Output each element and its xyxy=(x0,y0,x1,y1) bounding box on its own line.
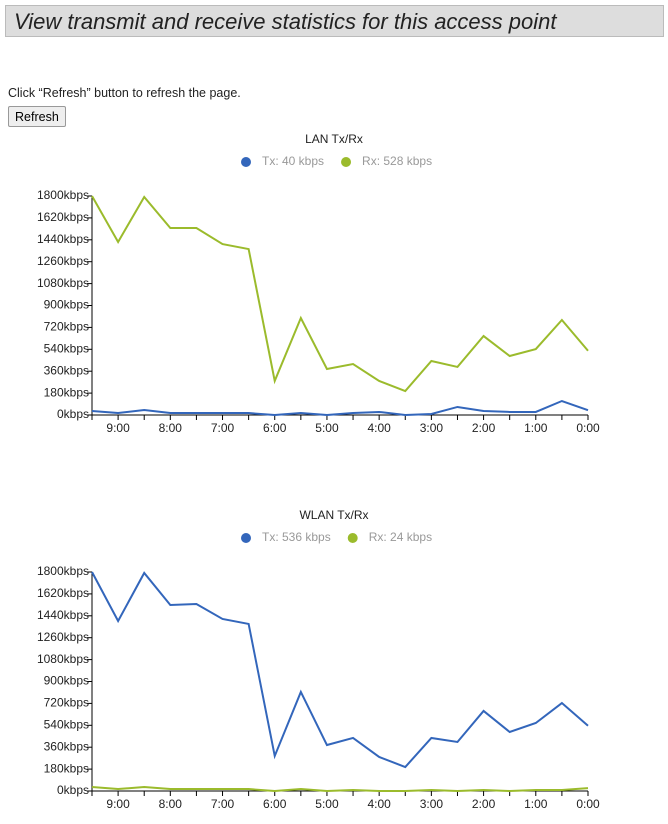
legend-label: Tx: 536 kbps xyxy=(262,530,331,544)
y-tick-label: 720kbps xyxy=(44,320,89,334)
y-tick-label: 1080kbps xyxy=(37,652,89,666)
y-tick-label: 1620kbps xyxy=(37,586,89,600)
y-tick-label: 1260kbps xyxy=(37,254,89,268)
y-tick-label: 0kbps xyxy=(57,783,89,797)
page-header: View transmit and receive statistics for… xyxy=(5,5,664,37)
x-tick-label: 4:00 xyxy=(367,797,391,811)
x-tick-label: 5:00 xyxy=(315,797,339,811)
x-tick-label: 7:00 xyxy=(211,797,235,811)
x-tick-label: 3:00 xyxy=(420,421,444,435)
refresh-button[interactable]: Refresh xyxy=(8,106,66,127)
legend-marker xyxy=(241,157,251,167)
chart: LAN Tx/Rx Tx: 40 kbps Rx: 528 kbps 0kbps 180… xyxy=(37,132,600,435)
y-tick-label: 180kbps xyxy=(44,761,89,775)
data-line xyxy=(91,195,589,393)
x-tick-label: 5:00 xyxy=(315,421,339,435)
chart-title: LAN Tx/Rx xyxy=(305,132,363,146)
legend-marker xyxy=(341,157,352,167)
y-tick-label: 900kbps xyxy=(44,674,89,688)
chart-title: WLAN Tx/Rx xyxy=(299,508,368,522)
x-tick-label: 2:00 xyxy=(472,421,496,435)
data-line xyxy=(91,571,589,769)
y-tick-label: 180kbps xyxy=(44,385,89,399)
x-tick-label: 2:00 xyxy=(472,797,496,811)
x-tick-label: 0:00 xyxy=(576,421,600,435)
y-tick-label: 1800kbps xyxy=(37,564,89,578)
y-tick-label: 1440kbps xyxy=(37,232,89,246)
y-tick-label: 1440kbps xyxy=(37,608,89,622)
data-line xyxy=(91,785,589,793)
x-tick-label: 4:00 xyxy=(367,421,391,435)
y-tick-label: 0kbps xyxy=(57,407,89,421)
y-tick-label: 360kbps xyxy=(44,363,89,377)
instructions: Click “Refresh” button to refresh the pa… xyxy=(8,86,241,100)
legend-label: Rx: 528 kbps xyxy=(362,154,432,168)
y-tick-label: 1800kbps xyxy=(37,188,89,202)
y-tick-label: 360kbps xyxy=(44,739,89,753)
x-tick-label: 7:00 xyxy=(211,421,235,435)
x-tick-label: 9:00 xyxy=(106,421,130,435)
chart: WLAN Tx/Rx Tx: 536 kbps Rx: 24 kbps 0kbps 18… xyxy=(37,508,600,811)
y-tick-label: 1620kbps xyxy=(37,210,89,224)
legend-marker xyxy=(241,533,251,543)
x-tick-label: 3:00 xyxy=(420,797,444,811)
data-line xyxy=(91,399,589,417)
x-tick-label: 1:00 xyxy=(524,421,548,435)
x-tick-label: 6:00 xyxy=(263,797,287,811)
x-tick-label: 6:00 xyxy=(263,421,287,435)
legend-marker xyxy=(347,533,358,543)
y-tick-label: 900kbps xyxy=(44,298,89,312)
x-tick-label: 0:00 xyxy=(576,797,600,811)
x-tick-label: 9:00 xyxy=(106,797,130,811)
y-tick-label: 720kbps xyxy=(44,696,89,710)
y-tick-label: 1260kbps xyxy=(37,630,89,644)
y-tick-label: 540kbps xyxy=(44,341,89,355)
x-tick-label: 8:00 xyxy=(159,421,183,435)
x-tick-label: 1:00 xyxy=(524,797,548,811)
legend-label: Tx: 40 kbps xyxy=(262,154,324,168)
x-tick-label: 8:00 xyxy=(159,797,183,811)
y-tick-label: 540kbps xyxy=(44,717,89,731)
y-tick-label: 1080kbps xyxy=(37,276,89,290)
legend-label: Rx: 24 kbps xyxy=(369,530,432,544)
